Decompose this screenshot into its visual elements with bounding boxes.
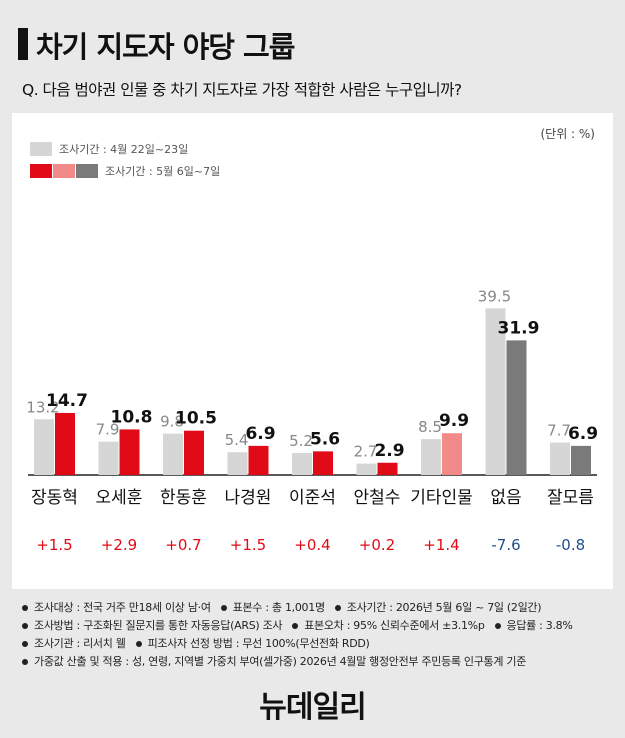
- bullet-icon: [22, 641, 28, 647]
- change-label: +1.5: [36, 536, 72, 554]
- survey-question: Q. 다음 범야권 인물 중 차기 지도자로 가장 적합한 사람은 누구입니까?: [22, 81, 462, 99]
- data-label-prev: 7.9: [96, 421, 120, 439]
- legend-swatch-current: [30, 164, 52, 178]
- data-label-current: 6.9: [568, 424, 598, 444]
- bar-prev: [98, 441, 119, 475]
- bar-current: [506, 340, 527, 475]
- data-label-current: 6.9: [245, 424, 275, 444]
- data-label-prev: 5.2: [289, 432, 313, 450]
- data-label-prev: 9.8: [160, 413, 184, 431]
- bullet-icon: [22, 605, 28, 611]
- note-item: 피조사자 선정 방법 : 무선 100%(무선전화 RDD): [147, 637, 370, 650]
- bar-prev: [163, 433, 183, 475]
- bar-current: [442, 433, 462, 475]
- change-label: +1.5: [230, 536, 266, 554]
- legend-current: 조사기간 : 5월 6일~7일: [30, 163, 220, 179]
- page-title: 차기 지도자 야당 그룹: [36, 30, 295, 64]
- legend-swatch-prev: [30, 142, 52, 156]
- data-label-current: 10.5: [175, 409, 217, 429]
- category-label: 안철수: [354, 488, 401, 508]
- bar-chart: 13.214.7 장동혁 +1.5 7.910.8 오세훈 +2.9 9.810.5 한동훈 +…: [26, 287, 598, 554]
- note-item: 조사방법 : 구조화된 질문지를 통한 자동응답(ARS) 조사: [34, 619, 283, 632]
- category-label: 장동혁: [31, 488, 78, 508]
- bar-current: [377, 462, 398, 475]
- bar-current: [248, 445, 269, 475]
- chart-panel: (단위 : %) 조사기간 : 4월 22일~23일 조사기간 : 5월 6일~…: [12, 113, 613, 589]
- bar-current: [571, 445, 591, 475]
- bar-current: [119, 429, 140, 475]
- note-line-2: 조사방법 : 구조화된 질문지를 통한 자동응답(ARS) 조사 표본오차 : 9…: [22, 617, 583, 633]
- change-label: +0.7: [165, 536, 201, 554]
- note-item: 표본오차 : 95% 신뢰수준에서 ±3.1%p: [304, 619, 485, 632]
- category-label: 잘모름: [547, 488, 594, 508]
- legend-prev: 조사기간 : 4월 22일~23일: [30, 141, 188, 157]
- category-label: 기타인물: [410, 488, 473, 508]
- data-label-current: 10.8: [111, 407, 153, 427]
- change-label: -7.6: [491, 536, 520, 554]
- bar-current: [184, 430, 204, 475]
- data-label-prev: 13.2: [26, 398, 59, 416]
- category-label: 나경원: [225, 488, 272, 508]
- legend-label-prev: 조사기간 : 4월 22일~23일: [59, 143, 189, 156]
- change-label: -0.8: [556, 536, 585, 554]
- bar-prev: [34, 419, 54, 475]
- bullet-icon: [22, 659, 28, 665]
- data-label-current: 2.9: [374, 441, 404, 461]
- bullet-icon: [334, 605, 341, 611]
- bullet-icon: [292, 623, 299, 629]
- change-label: +0.2: [359, 536, 395, 554]
- bullet-icon: [220, 605, 227, 611]
- note-item: 조사대상 : 전국 거주 만18세 이상 남·여: [34, 601, 211, 614]
- bullet-icon: [135, 641, 142, 647]
- data-label-prev: 39.5: [478, 287, 511, 305]
- change-label: +1.4: [423, 536, 459, 554]
- bar-prev: [356, 463, 377, 475]
- note-item: 응답률 : 3.8%: [506, 619, 573, 632]
- legend-label-current: 조사기간 : 5월 6일~7일: [105, 165, 221, 178]
- bar-prev: [292, 453, 312, 475]
- note-item: 표본수 : 총 1,001명: [232, 601, 325, 614]
- bar-prev: [550, 442, 570, 475]
- note-line-1: 조사대상 : 전국 거주 만18세 이상 남·여 표본수 : 총 1,001명 조사…: [22, 599, 551, 615]
- bar-prev: [421, 439, 441, 475]
- data-label-prev: 8.5: [418, 418, 442, 436]
- unit-label: (단위 : %): [540, 127, 595, 141]
- bullet-icon: [494, 623, 501, 629]
- data-label-current: 31.9: [498, 318, 540, 338]
- category-label: 오세훈: [96, 488, 143, 508]
- change-label: +2.9: [101, 536, 137, 554]
- legend-swatch-other: [53, 164, 75, 178]
- bar-current: [313, 451, 333, 475]
- change-label: +0.4: [294, 536, 330, 554]
- data-label-prev: 7.7: [547, 422, 571, 440]
- category-label: 없음: [490, 488, 521, 508]
- bar-prev: [485, 308, 506, 475]
- category-label: 한동훈: [160, 488, 207, 508]
- legend-swatch-none: [76, 164, 98, 178]
- bullet-icon: [22, 623, 28, 629]
- category-label: 이준석: [289, 488, 336, 508]
- data-label-current: 14.7: [46, 391, 88, 411]
- data-label-current: 5.6: [310, 429, 340, 449]
- bar-prev: [227, 452, 248, 475]
- data-label-prev: 5.4: [225, 431, 249, 449]
- title-bar-mark: [18, 28, 28, 60]
- note-item: 가중값 산출 및 적용 : 성, 연령, 지역별 가중치 부여(셀가중) 202…: [34, 655, 527, 668]
- note-item: 조사기간 : 2026년 5월 6일 ~ 7일 (2일간): [346, 601, 542, 614]
- note-item: 조사기관 : 리서치 웰: [34, 637, 126, 650]
- note-line-3: 조사기관 : 리서치 웰 피조사자 선정 방법 : 무선 100%(무선전화 RD…: [22, 635, 380, 651]
- note-line-4: 가중값 산출 및 적용 : 성, 연령, 지역별 가중치 부여(셀가중) 202…: [22, 653, 536, 669]
- data-label-current: 9.9: [439, 411, 469, 431]
- logo: 뉴데일리: [259, 690, 366, 725]
- bar-current: [55, 412, 75, 475]
- data-label-prev: 2.7: [354, 443, 378, 461]
